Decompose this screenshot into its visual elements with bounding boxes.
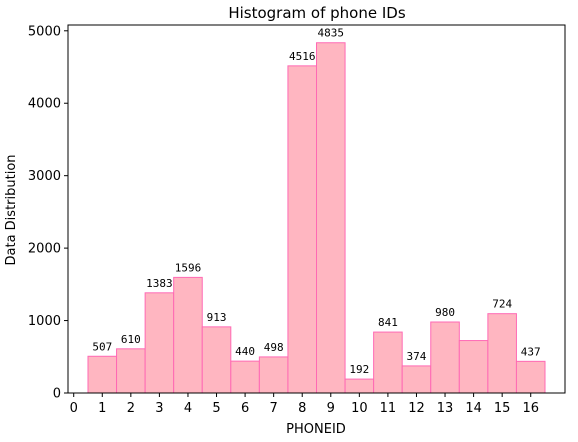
- bars-group: [87, 42, 546, 394]
- bar-value-label: 192: [349, 363, 369, 376]
- x-tick-label: 6: [241, 401, 249, 416]
- x-axis-label: PHONEID: [286, 422, 346, 437]
- x-tick-label: 0: [70, 401, 78, 416]
- x-tick-label: 16: [522, 401, 539, 416]
- histogram-bar: [316, 42, 346, 394]
- x-axis-ticks: 0 1 2 3 4 5 6 7 8 9 10 11 12 13 14 15 16: [70, 393, 539, 416]
- x-tick-label: 15: [494, 401, 511, 416]
- y-tick-label: 1000: [28, 314, 61, 329]
- histogram-bar: [430, 321, 460, 394]
- bar-value-label: 1596: [175, 261, 202, 274]
- bar-value-label: 610: [121, 333, 141, 346]
- x-tick-label: 10: [351, 401, 368, 416]
- histogram-bar: [487, 313, 517, 394]
- chart-title: Histogram of phone IDs: [228, 4, 405, 22]
- bar-value-label: 507: [92, 340, 112, 353]
- bar-value-label: 437: [521, 345, 541, 358]
- x-tick-label: 11: [380, 401, 397, 416]
- bar-value-label: 1383: [146, 277, 173, 290]
- histogram-bar: [373, 331, 403, 394]
- x-tick-label: 7: [270, 401, 278, 416]
- bar-value-label: 374: [407, 350, 427, 363]
- x-tick-label: 14: [465, 401, 482, 416]
- bar-value-label: 724: [492, 298, 512, 311]
- x-tick-label: 9: [327, 401, 335, 416]
- histogram-bar: [230, 360, 260, 394]
- bar-value-label: 440: [235, 345, 255, 358]
- bar-value-label: 4516: [289, 50, 316, 63]
- y-tick-label: 0: [53, 387, 61, 402]
- histogram-bar: [344, 378, 375, 394]
- histogram-bar: [458, 340, 489, 394]
- x-tick-label: 4: [184, 401, 192, 416]
- x-tick-label: 2: [127, 401, 135, 416]
- histogram-bar: [258, 356, 289, 394]
- histogram-bar: [515, 360, 546, 394]
- y-tick-label: 4000: [28, 97, 61, 112]
- bar-value-label: 841: [378, 316, 398, 329]
- histogram-bar: [201, 326, 232, 394]
- bar-value-label: 913: [207, 311, 227, 324]
- x-tick-label: 12: [408, 401, 425, 416]
- histogram-bar: [87, 355, 118, 394]
- x-tick-label: 5: [212, 401, 220, 416]
- x-tick-label: 13: [437, 401, 454, 416]
- y-tick-label: 2000: [28, 242, 61, 257]
- bar-value-label: 4835: [318, 27, 345, 40]
- y-tick-label: 5000: [28, 24, 61, 39]
- x-tick-label: 3: [155, 401, 163, 416]
- histogram-bar: [116, 348, 146, 394]
- histogram-bar: [144, 292, 175, 394]
- histogram-bar: [287, 65, 317, 394]
- bar-value-label: 980: [435, 306, 455, 319]
- bar-value-label: 498: [264, 341, 284, 354]
- y-axis-ticks: 0 1000 2000 3000 4000 5000: [28, 24, 68, 402]
- y-axis-label: Data Distribution: [4, 154, 19, 265]
- histogram-bar: [401, 365, 432, 394]
- y-tick-label: 3000: [28, 169, 61, 184]
- x-tick-label: 8: [298, 401, 306, 416]
- plot-frame: [67, 24, 566, 394]
- x-tick-label: 1: [98, 401, 106, 416]
- histogram-bar: [173, 276, 203, 394]
